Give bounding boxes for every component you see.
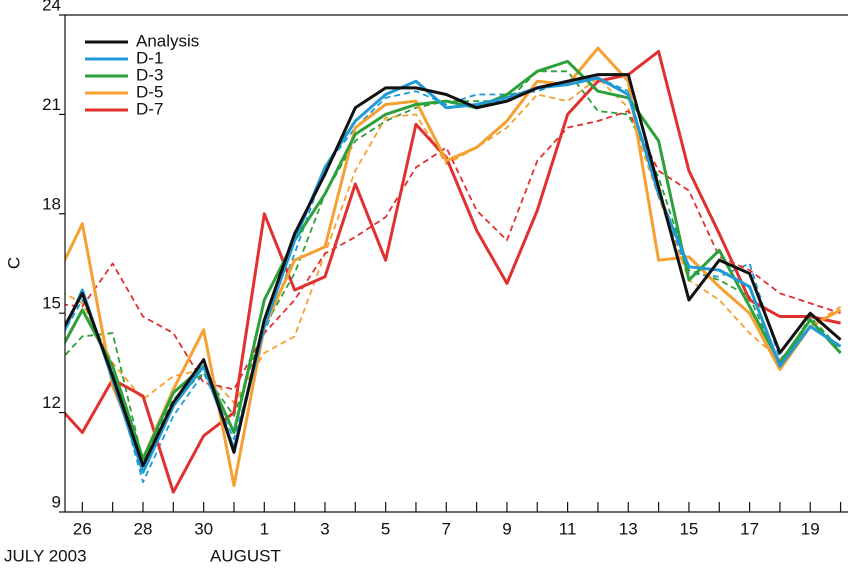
x-tick-label: 26: [73, 519, 92, 538]
x-tick-label: 1: [260, 519, 269, 538]
plot-area: [65, 46, 842, 494]
x-tick-label: 15: [679, 519, 698, 538]
x-tick-label: 13: [619, 519, 638, 538]
forecast-dashed-line: [65, 70, 842, 464]
x-tick-label: 19: [801, 519, 820, 538]
legend-label: D-1: [136, 48, 163, 67]
x-tick-label: 28: [134, 519, 153, 538]
forecast-dashed-line: [65, 77, 842, 404]
y-tick-label: 24: [42, 0, 61, 14]
series-line: [65, 76, 842, 474]
legend-label: D-5: [136, 82, 163, 101]
legend-label: D-7: [136, 99, 163, 118]
x-tick-label: 7: [442, 519, 451, 538]
series-line: [65, 59, 842, 461]
annotation: AUGUST: [210, 546, 281, 565]
legend-label: Analysis: [136, 31, 199, 50]
x-tick-label: 30: [194, 519, 213, 538]
x-tick-label: 11: [559, 519, 577, 538]
axes-frame: [64, 14, 848, 513]
series-line: [65, 49, 841, 494]
x-tick-label: 5: [381, 519, 390, 538]
y-tick-label: 18: [42, 194, 61, 213]
x-tick-label: 9: [502, 519, 511, 538]
y-tick-label: 12: [42, 393, 61, 412]
legend-label: D-3: [136, 65, 163, 84]
annotation: JULY 2003: [4, 546, 87, 565]
y-tick-label: 9: [52, 492, 61, 511]
y-tick-label: 21: [42, 95, 61, 114]
forecast-dashed-line: [65, 110, 841, 391]
forecast-dashed-line: [65, 77, 842, 484]
series-line: [65, 73, 842, 468]
y-tick-label: 15: [42, 294, 61, 313]
y-axis-label: C: [4, 257, 23, 269]
x-tick-label: 3: [320, 519, 329, 538]
series-line: [65, 46, 842, 487]
x-tick-label: 17: [740, 519, 759, 538]
